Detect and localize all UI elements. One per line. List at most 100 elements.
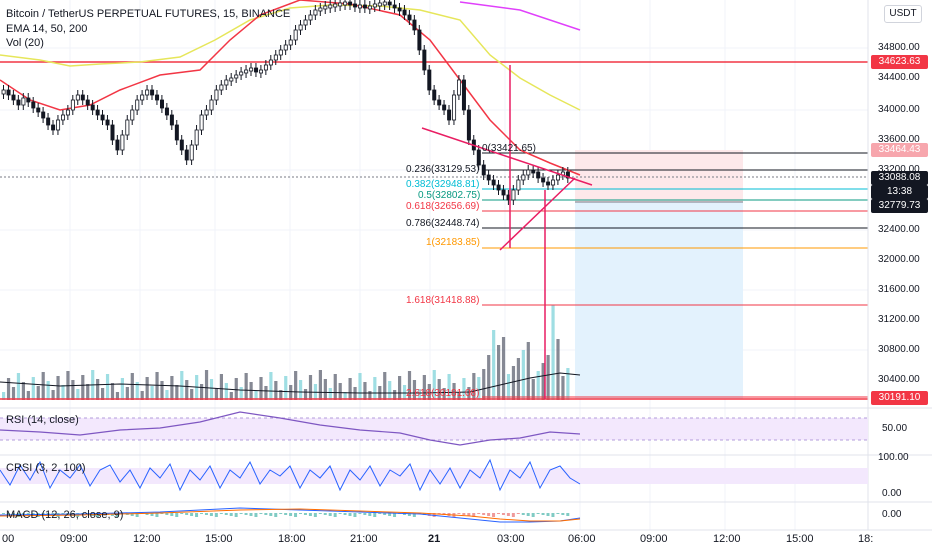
candle[interactable] <box>115 139 120 151</box>
candle[interactable] <box>323 5 328 10</box>
candle[interactable] <box>214 89 219 101</box>
candle[interactable] <box>481 164 486 176</box>
candle[interactable] <box>194 129 199 146</box>
candle[interactable] <box>313 9 318 16</box>
candle[interactable] <box>407 14 412 21</box>
macd-legend[interactable]: MACD (12, 26, close, 9) <box>6 509 124 521</box>
candle[interactable] <box>372 3 377 8</box>
candle[interactable] <box>367 5 372 10</box>
candle[interactable] <box>130 109 135 121</box>
candle[interactable] <box>397 7 402 12</box>
candle[interactable] <box>219 84 224 91</box>
candle[interactable] <box>100 114 105 121</box>
candle[interactable] <box>179 139 184 151</box>
candle[interactable] <box>1 89 6 95</box>
currency-button[interactable]: USDT <box>884 5 922 23</box>
candle[interactable] <box>105 119 110 126</box>
ema-legend[interactable]: EMA 14, 50, 200 <box>6 23 88 35</box>
candle[interactable] <box>36 107 41 113</box>
candle[interactable] <box>353 3 358 8</box>
candle[interactable] <box>486 174 491 181</box>
candle[interactable] <box>155 94 160 101</box>
candle[interactable] <box>278 49 283 56</box>
candle[interactable] <box>526 169 531 176</box>
candle[interactable] <box>80 94 85 101</box>
candle[interactable] <box>422 49 427 71</box>
candle[interactable] <box>501 189 506 196</box>
candle[interactable] <box>41 111 46 119</box>
candle[interactable] <box>209 99 214 111</box>
candle[interactable] <box>491 179 496 186</box>
candle[interactable] <box>338 2 343 7</box>
candle[interactable] <box>437 99 442 106</box>
candle[interactable] <box>21 97 26 106</box>
candle[interactable] <box>16 99 21 106</box>
candle[interactable] <box>169 114 174 126</box>
candle[interactable] <box>95 109 100 116</box>
candle[interactable] <box>283 44 288 51</box>
candle[interactable] <box>412 19 417 31</box>
candle[interactable] <box>447 109 452 121</box>
stop-loss-zone[interactable] <box>575 150 743 202</box>
candle[interactable] <box>31 101 36 109</box>
candle[interactable] <box>343 1 348 6</box>
candle[interactable] <box>298 24 303 31</box>
symbol-title[interactable]: Bitcoin / TetherUS PERPETUAL FUTURES, 15… <box>6 8 291 20</box>
candle[interactable] <box>263 64 268 71</box>
candle[interactable] <box>249 67 254 72</box>
candle[interactable] <box>476 149 481 166</box>
candle[interactable] <box>546 181 551 186</box>
candle[interactable] <box>452 94 457 121</box>
candle[interactable] <box>318 7 323 12</box>
candle[interactable] <box>516 179 521 191</box>
candle[interactable] <box>140 94 145 101</box>
candle[interactable] <box>268 59 273 66</box>
candle[interactable] <box>536 171 541 179</box>
candle[interactable] <box>427 69 432 91</box>
triangle-pattern[interactable] <box>421 65 593 399</box>
candle[interactable] <box>51 124 56 131</box>
candle[interactable] <box>442 104 447 111</box>
candle[interactable] <box>392 4 397 9</box>
crsi-legend[interactable]: CRSI (3, 2, 100) <box>6 462 86 474</box>
candle[interactable] <box>6 89 11 96</box>
candle[interactable] <box>382 1 387 6</box>
candle[interactable] <box>110 124 115 141</box>
candle[interactable] <box>402 9 407 16</box>
candle[interactable] <box>85 99 90 106</box>
candle[interactable] <box>348 1 353 6</box>
candle[interactable] <box>164 107 169 116</box>
candle[interactable] <box>288 39 293 46</box>
candle[interactable] <box>466 109 471 141</box>
candle[interactable] <box>417 29 422 51</box>
candle[interactable] <box>258 69 263 74</box>
candle[interactable] <box>556 174 561 181</box>
candle[interactable] <box>75 94 80 101</box>
candle[interactable] <box>189 144 194 161</box>
candle[interactable] <box>26 97 31 103</box>
candle[interactable] <box>150 89 155 96</box>
candle[interactable] <box>303 19 308 26</box>
rsi-legend[interactable]: RSI (14, close) <box>6 414 79 426</box>
candle[interactable] <box>456 79 461 96</box>
candle[interactable] <box>125 119 130 136</box>
candle[interactable] <box>70 99 75 111</box>
candle[interactable] <box>184 149 189 161</box>
candle[interactable] <box>174 124 179 141</box>
candle[interactable] <box>531 169 536 174</box>
candle[interactable] <box>387 1 392 6</box>
candle[interactable] <box>511 189 516 201</box>
candle[interactable] <box>159 99 164 109</box>
candle[interactable] <box>229 77 234 82</box>
candle[interactable] <box>234 74 239 79</box>
candle[interactable] <box>496 184 501 191</box>
candle[interactable] <box>204 109 209 116</box>
take-profit-zone[interactable] <box>575 202 743 399</box>
candle[interactable] <box>551 179 556 186</box>
candle[interactable] <box>432 89 437 101</box>
candle[interactable] <box>293 29 298 41</box>
candle[interactable] <box>120 134 125 151</box>
candle[interactable] <box>244 69 249 74</box>
candle[interactable] <box>254 67 259 73</box>
